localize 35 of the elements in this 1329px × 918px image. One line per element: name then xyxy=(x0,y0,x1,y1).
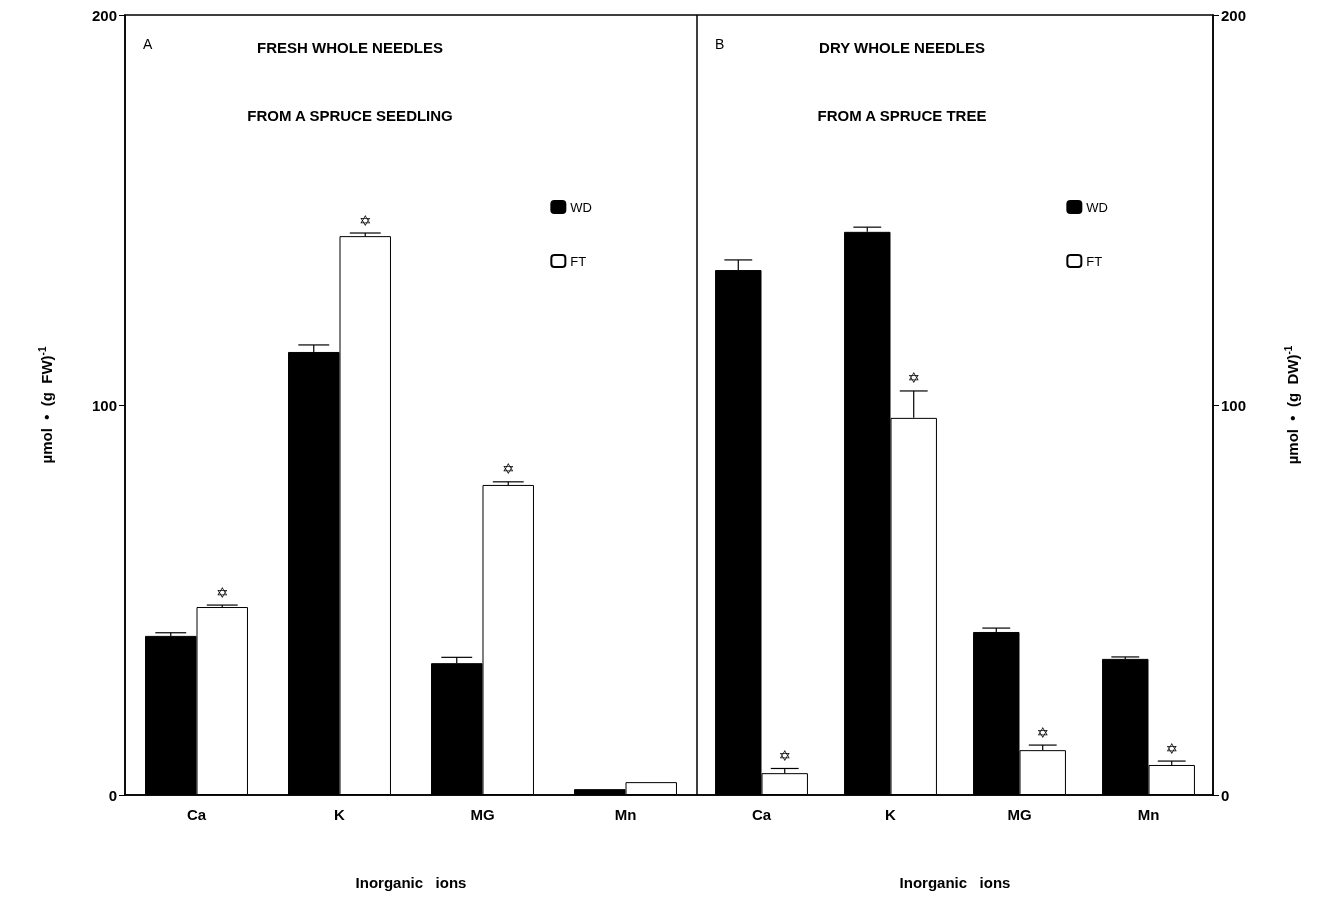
x-axis-title: Inorganic ions xyxy=(899,874,1011,891)
legend-label: WD xyxy=(1086,199,1109,215)
y-tick-label: 200 xyxy=(1221,6,1247,24)
text: DRY WHOLE NEEDLES xyxy=(819,39,985,56)
y-tick-label: 100 xyxy=(91,396,117,414)
annotation: ✡ xyxy=(215,583,229,602)
y-axis-title: µmol • (g DW)-1 xyxy=(1282,345,1301,465)
x-axis-title: Inorganic ions xyxy=(355,874,467,891)
x-tick-label: MG xyxy=(1007,806,1032,823)
annotation: ✡ xyxy=(778,746,792,765)
x-tick-label: Mn xyxy=(1137,806,1160,823)
x-tick-label: K xyxy=(334,806,346,823)
text: FROM A SPRUCE TREE xyxy=(817,107,987,124)
legend-label: WD xyxy=(570,199,593,215)
annotation: ✡ xyxy=(907,369,921,388)
annotation: ✡ xyxy=(358,211,372,230)
annotation: ✡ xyxy=(1165,739,1179,758)
y-axis-title: µmol • (g FW)-1 xyxy=(36,346,55,464)
x-tick-label: MG xyxy=(470,806,495,823)
x-tick-label: K xyxy=(885,806,897,823)
y-tick-label: 200 xyxy=(91,6,117,24)
text: FRESH WHOLE NEEDLES xyxy=(257,39,443,56)
annotation: ✡ xyxy=(501,460,515,479)
y-tick-label: 0 xyxy=(1221,786,1230,804)
x-tick-label: Ca xyxy=(186,806,207,823)
legend-label: FT xyxy=(1086,253,1103,269)
annotation: A xyxy=(143,36,153,52)
legend-label: FT xyxy=(570,253,587,269)
annotation: ✡ xyxy=(1036,723,1050,742)
text: FROM A SPRUCE SEEDLING xyxy=(247,107,453,124)
y-tick-label: 0 xyxy=(108,786,117,804)
x-tick-label: Mn xyxy=(614,806,637,823)
annotation: B xyxy=(715,36,725,52)
x-tick-label: Ca xyxy=(751,806,772,823)
y-tick-label: 100 xyxy=(1221,396,1247,414)
